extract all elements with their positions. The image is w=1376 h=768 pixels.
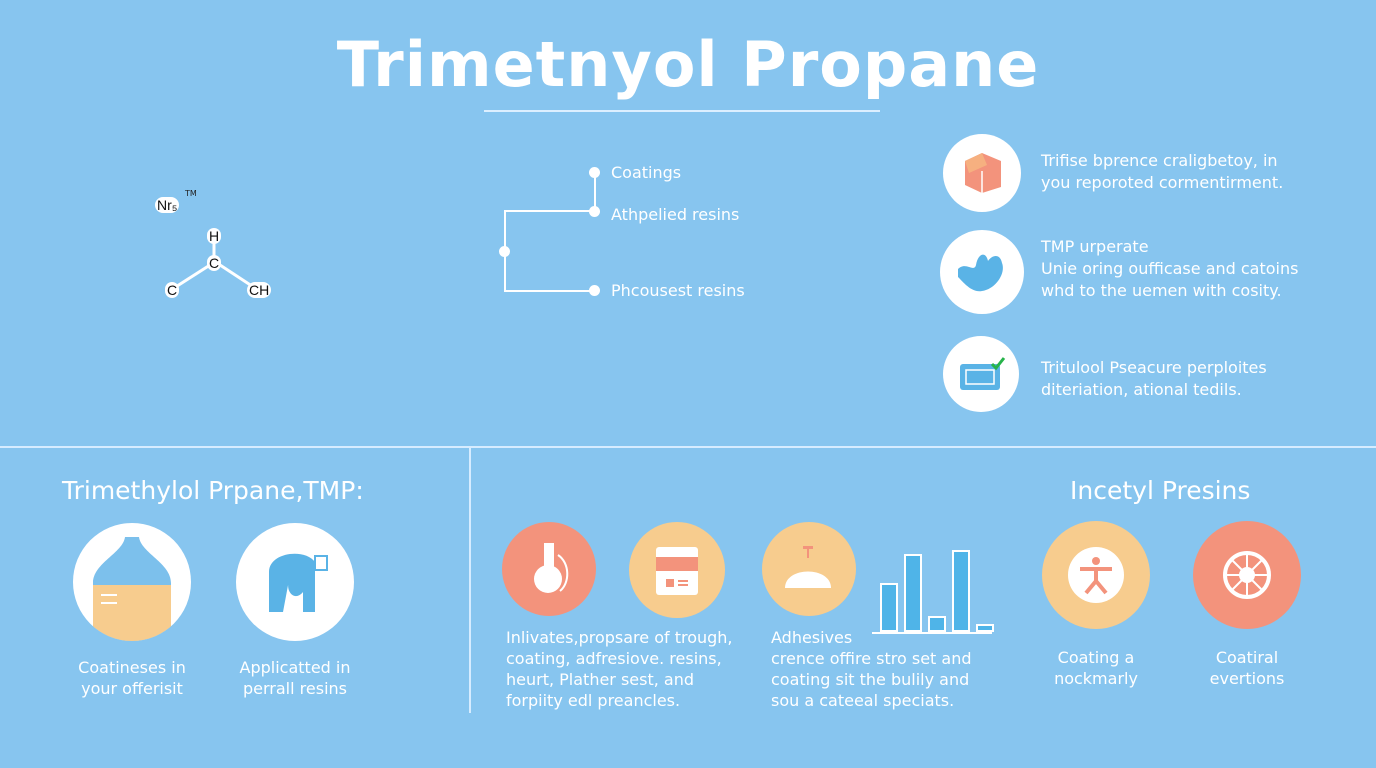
para-line: coating sit the bulily and [771, 670, 970, 689]
wheel-icon [1193, 521, 1301, 629]
atom-ch: CH [247, 282, 272, 298]
bar [976, 623, 994, 632]
para-line: Inlivates,propsare of trough, [506, 628, 733, 647]
horizontal-divider [0, 446, 1376, 448]
bar [904, 554, 922, 632]
caption-line: nockmarly [1054, 669, 1138, 688]
feature-line: Tritulool Pseacure perploites [1041, 358, 1267, 377]
tree-node [589, 206, 600, 217]
vertical-divider [469, 448, 471, 713]
feature-line: Trifise bprence craligbetoy, in [1041, 151, 1278, 170]
caption-coatineses: Coatineses in your offerisit [52, 657, 212, 699]
caption-line: perrall resins [243, 679, 347, 698]
hexagon-block-icon [943, 134, 1021, 212]
bar-graphic [872, 548, 994, 634]
atom-c-left: C [165, 282, 180, 298]
para-title: Adhesives [771, 628, 853, 647]
tree-label-resins-2: Phcousest resins [611, 281, 745, 300]
tree-label-coatings: Coatings [611, 163, 682, 182]
elephant-icon [236, 523, 354, 641]
caption-line: Applicatted in [239, 658, 351, 677]
caption-line: your offerisit [81, 679, 183, 698]
hand-icon [940, 230, 1024, 314]
atom-h: H [207, 228, 222, 244]
paragraph-inlivates: Inlivates,propsare of trough, coating, a… [506, 627, 733, 711]
tree-label-resins-1: Athpelied resins [611, 205, 740, 224]
bar [952, 550, 970, 632]
feature-text-1: Trifise bprence craligbetoy, in you repo… [1041, 150, 1283, 194]
feature-text-3: Tritulool Pseacure perploites diteriatio… [1041, 357, 1267, 401]
caption-line: Coatiral [1215, 648, 1279, 667]
feature-line: TMP urperate [1041, 237, 1149, 256]
document-check-icon [943, 336, 1019, 412]
para-line: heurt, Plather sest, and [506, 670, 695, 689]
paragraph-adhesives: Adhesives crence offire stro set and coa… [771, 627, 972, 711]
formula-label: Nr₅ [155, 197, 180, 213]
para-line: coating, adfresiove. resins, [506, 649, 722, 668]
atom-c-center: C [207, 255, 222, 271]
bar [880, 582, 898, 632]
tree-node [499, 246, 510, 257]
title-divider [484, 110, 880, 112]
caption-coating: Coating a nockmarly [1016, 647, 1176, 689]
right-heading: Incetyl Presins [1070, 476, 1251, 505]
feature-line: you reporoted cormentirment. [1041, 173, 1284, 192]
feature-line: diteriation, ational tedils. [1041, 380, 1242, 399]
caption-line: Coatineses in [78, 658, 186, 677]
calendar-icon [629, 522, 725, 618]
page-title: Trimetnyol Propane [336, 28, 1040, 101]
feature-line: Unie oring oufficase and catoins [1041, 259, 1299, 278]
bottle-icon [73, 523, 191, 641]
formula-superscript: TM [185, 189, 197, 198]
para-line: crence offire stro set and [771, 649, 972, 668]
person-icon [1042, 521, 1150, 629]
bar [928, 615, 946, 632]
tree-node [589, 285, 600, 296]
tree-node [589, 167, 600, 178]
left-heading: Trimethylol Prpane,TMP: [62, 476, 364, 505]
flask-icon [502, 522, 596, 616]
caption-coatiral: Coatiral evertions [1167, 647, 1327, 689]
caption-line: Coating a [1057, 648, 1135, 667]
caption-applicatted: Applicatted in perrall resins [215, 657, 375, 699]
dome-icon [762, 522, 856, 616]
feature-text-2: TMP urperate Unie oring oufficase and ca… [1041, 236, 1298, 302]
application-tree: Coatings Athpelied resins Phcousest resi… [495, 160, 775, 305]
molecule-diagram: Nr₅ TM H C C CH [150, 185, 290, 305]
feature-line: whd to the uemen with cosity. [1041, 281, 1282, 300]
para-line: forpiity edl preancles. [506, 691, 681, 710]
caption-line: evertions [1209, 669, 1285, 688]
para-line: sou a cateeal speciats. [771, 691, 955, 710]
